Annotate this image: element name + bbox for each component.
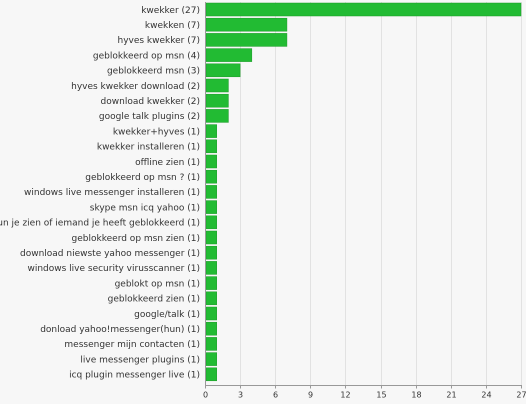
- grid-lines: [205, 2, 522, 385]
- category-label: geblokkeerd msn (3): [107, 67, 200, 77]
- category-label: donload yahoo!messenger(hun) (1): [40, 325, 200, 335]
- bar: [205, 261, 217, 275]
- x-tick-label: 18: [411, 391, 421, 400]
- bar: [205, 63, 241, 78]
- category-label: google/talk (1): [134, 310, 200, 320]
- axes: [205, 2, 522, 389]
- bar: [205, 169, 217, 184]
- bar: [205, 352, 217, 366]
- category-label: geblokkeerd op msn (4): [93, 51, 200, 61]
- x-tick-label: 27: [516, 391, 526, 400]
- bar: [205, 17, 288, 32]
- category-label: hyves kwekker (7): [117, 36, 200, 46]
- category-label: google talk plugins (2): [99, 112, 200, 122]
- bar: [205, 93, 229, 108]
- x-tick-label: 24: [481, 391, 491, 400]
- bar: [205, 2, 522, 17]
- bar: [205, 200, 217, 214]
- bar: [205, 337, 217, 351]
- category-label: geblokkeerd zien (1): [108, 295, 200, 305]
- category-label: messenger mijn contacten (1): [64, 340, 200, 350]
- bar: [205, 33, 288, 47]
- bar: [205, 230, 217, 245]
- category-label: offline zien (1): [135, 158, 200, 168]
- category-label: geblokkeerd op msn zien (1): [72, 234, 200, 244]
- category-label: download niewste yahoo messenger (1): [20, 249, 200, 259]
- bar: [205, 215, 217, 230]
- x-tick-label: 0: [203, 391, 208, 400]
- x-tick-label: 15: [376, 391, 386, 400]
- bar: [205, 245, 217, 260]
- category-label: geblokkeerd op msn ? (1): [85, 173, 200, 183]
- x-tick-label: 3: [238, 391, 243, 400]
- category-label: windows live messenger installeren (1): [24, 188, 200, 198]
- category-label: kun je zien of iemand je heeft geblokkee…: [0, 219, 200, 229]
- category-label: icq plugin messenger live (1): [69, 371, 200, 381]
- bar: [205, 291, 217, 306]
- category-label: download kwekker (2): [101, 97, 200, 107]
- category-label: kwekker installeren (1): [97, 143, 200, 153]
- bar: [205, 276, 217, 290]
- x-tick-label: 6: [273, 391, 278, 400]
- bar: [205, 48, 253, 62]
- x-tick-label: 21: [446, 391, 456, 400]
- category-label: live messenger plugins (1): [80, 355, 200, 365]
- bar: [205, 321, 217, 336]
- category-label: hyves kwekker download (2): [71, 82, 200, 92]
- bar: [205, 78, 229, 93]
- x-tick-label: 12: [340, 391, 350, 400]
- x-tick-label: 9: [308, 391, 313, 400]
- category-labels: kwekker (27) kwekken (7) hyves kwekker (7)…: [0, 6, 200, 381]
- bar: [205, 109, 229, 123]
- category-label: kwekken (7): [145, 21, 200, 31]
- bar: [205, 185, 217, 199]
- bars: [205, 2, 522, 382]
- category-label: skype msn icq yahoo (1): [90, 203, 200, 213]
- category-label: windows live security virusscanner (1): [27, 264, 200, 274]
- bar: [205, 139, 217, 154]
- category-label: kwekker (27): [141, 6, 200, 16]
- bar: [205, 306, 217, 321]
- category-label: geblokt op msn (1): [115, 279, 200, 289]
- category-label: kwekker+hyves (1): [113, 127, 200, 137]
- bar: [205, 367, 217, 382]
- bar: [205, 154, 217, 169]
- x-tick-labels: 0 3 6 9 12 15 18 21 24 27: [203, 391, 526, 400]
- bar: [205, 124, 217, 138]
